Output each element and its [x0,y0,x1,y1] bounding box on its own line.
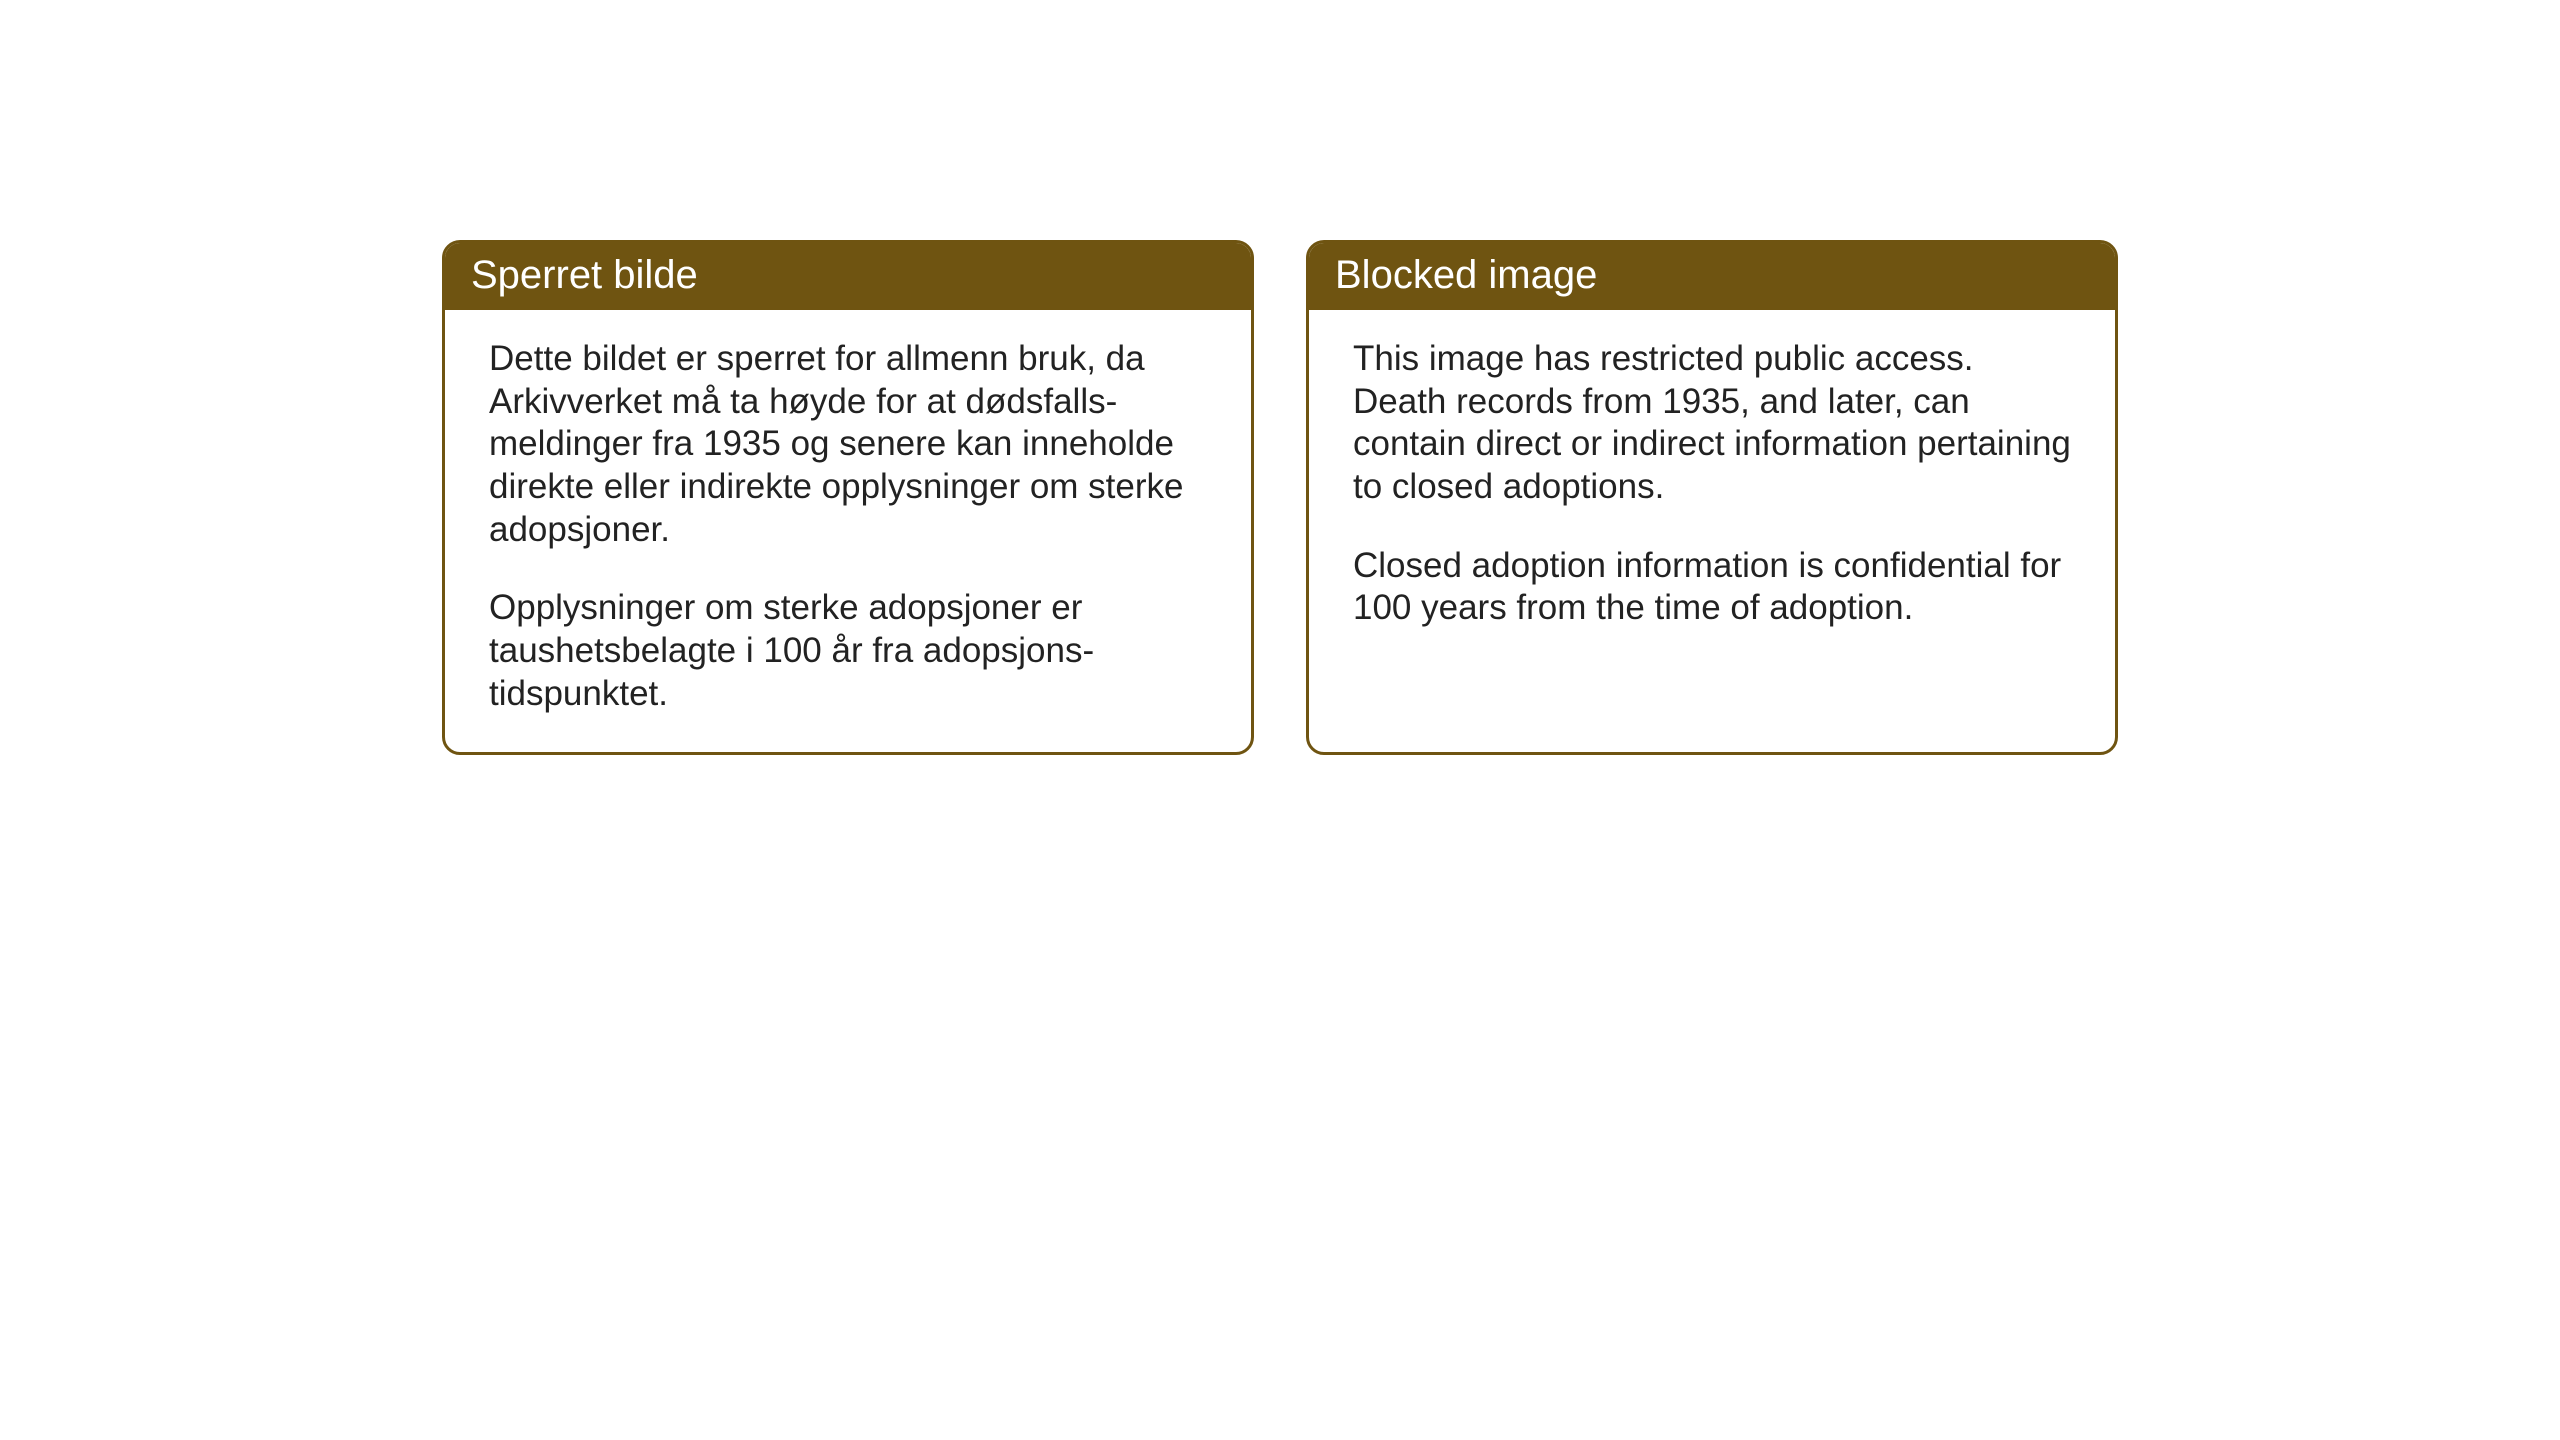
card-title-norwegian: Sperret bilde [471,253,698,297]
card-header-norwegian: Sperret bilde [445,243,1251,310]
card-title-english: Blocked image [1335,253,1597,297]
card-body-norwegian: Dette bildet er sperret for allmenn bruk… [445,310,1251,752]
card-body-english: This image has restricted public access.… [1309,310,2115,752]
notice-card-norwegian: Sperret bilde Dette bildet er sperret fo… [442,240,1254,755]
notice-card-english: Blocked image This image has restricted … [1306,240,2118,755]
card-header-english: Blocked image [1309,243,2115,310]
card-paragraph-english-2: Closed adoption information is confident… [1353,545,2071,630]
notice-cards-container: Sperret bilde Dette bildet er sperret fo… [442,240,2118,755]
card-paragraph-norwegian-2: Opplysninger om sterke adopsjoner er tau… [489,587,1207,715]
card-paragraph-english-1: This image has restricted public access.… [1353,338,2071,509]
card-paragraph-norwegian-1: Dette bildet er sperret for allmenn bruk… [489,338,1207,551]
